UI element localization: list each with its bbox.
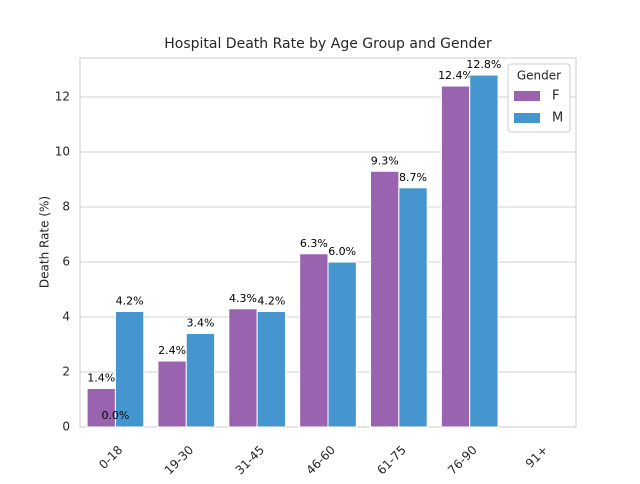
y-tick-label: 4 [62, 310, 70, 324]
value-label: 8.7% [399, 171, 427, 184]
y-tick-label: 8 [62, 200, 70, 214]
bar [440, 85, 471, 428]
bar [469, 74, 499, 428]
value-label: 6.3% [300, 237, 328, 250]
value-label: 4.2% [257, 295, 285, 308]
chart-title: Hospital Death Rate by Age Group and Gen… [164, 36, 492, 52]
bar [157, 360, 187, 428]
bar [114, 311, 145, 428]
value-label: 4.2% [116, 295, 144, 308]
legend-swatch [514, 113, 540, 123]
value-label: 9.3% [371, 154, 399, 167]
value-label: 3.4% [186, 317, 214, 330]
y-axis-label: Death Rate (%) [38, 196, 52, 288]
bar [256, 311, 286, 428]
bar [86, 388, 116, 428]
bar [370, 170, 400, 428]
x-tick-label: 46-60 [303, 443, 338, 478]
x-tick-label: 31-45 [233, 443, 268, 478]
y-tick-label: 2 [62, 365, 70, 379]
x-tick-label: 19-30 [162, 443, 197, 478]
value-label: 4.3% [229, 292, 257, 305]
legend-swatch [514, 91, 540, 101]
bar [327, 261, 357, 428]
bar [299, 253, 329, 428]
value-label: 12.8% [466, 58, 501, 71]
y-tick-label: 6 [62, 255, 70, 269]
x-tick-label: 0-18 [96, 443, 125, 472]
bar [398, 187, 428, 428]
x-tick-label: 91+ [523, 443, 551, 471]
x-tick-label: 61-75 [374, 443, 409, 478]
bar [185, 333, 216, 428]
value-label: 6.0% [328, 245, 356, 258]
y-tick-label: 0 [62, 420, 70, 434]
x-tick-label: 76-90 [445, 443, 480, 478]
bar [228, 308, 258, 428]
annotation: 0.0% [101, 409, 129, 422]
value-label: 12.4% [438, 69, 473, 82]
legend-label: F [552, 89, 559, 104]
legend-title: Gender [517, 69, 561, 83]
value-label: 2.4% [158, 344, 186, 357]
y-tick-label: 10 [55, 145, 70, 159]
value-label: 1.4% [87, 372, 115, 385]
legend-label: M [552, 111, 563, 126]
y-tick-label: 12 [55, 90, 70, 104]
